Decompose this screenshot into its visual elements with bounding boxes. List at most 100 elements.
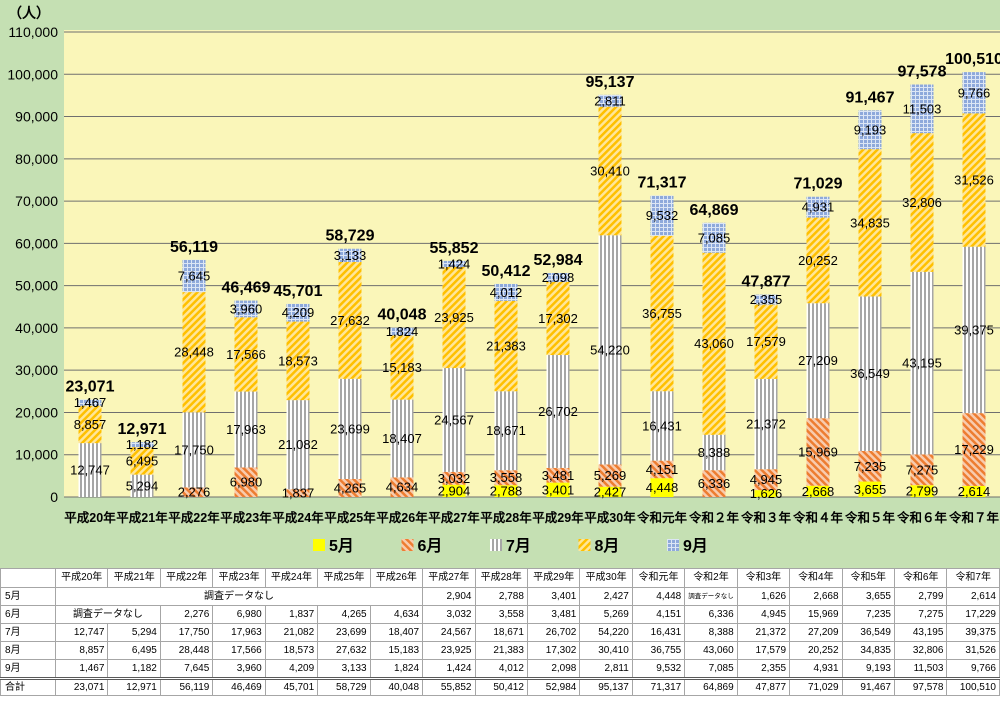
column-header: 令和7年 [946, 568, 1000, 588]
table-cell: 2,355 [736, 659, 791, 679]
table-cell: 64,869 [684, 677, 738, 696]
table-row: 8月 8,857 6,495 28,448 17,566 18,573 27,632 15,1… [0, 641, 1000, 660]
bar-segment-september [910, 84, 934, 134]
table-row: 7月 12,747 5,294 17,750 17,963 21,082 23,699 18,… [0, 623, 1000, 642]
table-cell: 43,195 [893, 623, 948, 642]
bar-segment-july [494, 391, 518, 471]
bar-segment-september [182, 259, 206, 293]
plot-area [64, 30, 1000, 497]
table-cell: 15,969 [789, 605, 843, 624]
no-data-note: 調査データなし [684, 587, 738, 606]
data-label-july: 17,750 [174, 442, 214, 457]
table-cell: 9,532 [631, 659, 686, 679]
table-cell: 4,634 [369, 605, 424, 624]
table-cell: 27,632 [317, 641, 371, 660]
bar-segment-august [702, 252, 726, 435]
no-data-note: 調査データなし [54, 587, 424, 606]
table-cell: 4,012 [474, 659, 528, 679]
x-tick-label: 令和７年 [948, 510, 1000, 525]
table-cell: 3,655 [841, 587, 896, 606]
y-tick-label: 40,000 [15, 320, 58, 336]
table-cell: 7,275 [893, 605, 948, 624]
data-label-may: 2,788 [490, 484, 523, 499]
bar-segment-august [182, 292, 206, 413]
table-cell: 8,857 [54, 641, 109, 660]
data-label-july: 23,699 [330, 421, 370, 436]
column-header: 平成29年 [526, 568, 581, 588]
table-cell: 56,119 [159, 677, 214, 696]
data-label-july: 8,388 [698, 445, 731, 460]
table-cell: 17,579 [736, 641, 791, 660]
total-label: 97,578 [898, 64, 947, 81]
table-cell: 3,133 [317, 659, 371, 679]
bar-segment-august [650, 235, 674, 392]
table-cell: 50,412 [474, 677, 528, 696]
table-cell: 2,811 [579, 659, 633, 679]
column-header: 平成30年 [579, 568, 633, 588]
table-cell: 6,336 [684, 605, 738, 624]
bar-segment-august [286, 321, 310, 401]
total-label: 56,119 [170, 239, 218, 256]
data-label-may: 2,799 [906, 484, 939, 499]
table-cell: 34,835 [841, 641, 896, 660]
bar-segment-june [234, 467, 258, 497]
bar-segment-july [962, 246, 986, 414]
bar-stack [650, 195, 674, 497]
bar-stack [338, 248, 362, 497]
table-head: 平成20年 平成21年 平成22年 平成23年 平成24年 平成25年 平成26年 平成27年… [0, 568, 1000, 588]
data-label-august: 8,857 [74, 417, 107, 432]
data-label-july: 18,671 [486, 423, 526, 438]
total-label: 100,510 [945, 51, 1000, 68]
column-header: 平成28年 [474, 568, 528, 588]
data-label-may: 3,401 [542, 482, 575, 497]
data-label-august: 28,448 [174, 345, 214, 360]
y-axis-unit-label: （人） [8, 5, 50, 21]
legend-label: 7月 [506, 537, 531, 555]
data-label-june: 4,945 [750, 472, 783, 487]
data-label-september: 2,811 [594, 93, 626, 108]
bar-segment-may [858, 481, 882, 497]
table-cell: 45,701 [264, 677, 319, 696]
bar-segment-may [598, 486, 622, 497]
data-label-september: 4,012 [490, 285, 523, 300]
table-cell: 32,806 [893, 641, 948, 660]
table-cell: 55,852 [422, 677, 476, 696]
data-label-june: 3,032 [438, 471, 471, 486]
x-tick-label: 平成28年 [480, 510, 532, 525]
y-tick-label: 0 [50, 489, 58, 505]
table-cell: 4,265 [317, 605, 371, 624]
table-row: 9月 1,467 1,182 7,645 3,960 4,209 3,133 1,824 1,4… [0, 659, 1000, 679]
data-label-june: 17,229 [954, 442, 994, 457]
bar-stack [130, 442, 154, 497]
bar-segment-august [806, 217, 830, 304]
table-cell: 1,824 [369, 659, 424, 679]
bar-segment-september [754, 294, 778, 305]
x-tick-label: 平成22年 [168, 510, 220, 525]
data-label-september: 7,085 [698, 230, 731, 245]
row-label: 6月 [0, 605, 56, 624]
data-label-august: 21,383 [486, 339, 526, 354]
total-label: 71,029 [794, 176, 843, 193]
table-corner [0, 568, 56, 588]
x-tick-label: 平成29年 [532, 510, 584, 525]
bar-segment-may [494, 485, 518, 497]
bar-segment-september [390, 327, 414, 336]
table-cell: 3,960 [212, 659, 266, 679]
bar-stack [806, 196, 830, 497]
table-cell: 15,183 [369, 641, 424, 660]
bar-stack [494, 283, 518, 497]
bar-segment-august [78, 405, 102, 444]
table-body: 5月 調査データなし 2,904 2,788 3,401 2,427 4,448 調査データな… [0, 587, 1000, 696]
bar-segment-july [858, 296, 882, 451]
table-row: 5月 調査データなし 2,904 2,788 3,401 2,427 4,448 調査データな… [0, 587, 1000, 606]
table-cell: 3,401 [526, 587, 581, 606]
table-cell: 21,082 [264, 623, 319, 642]
bar-segment-august [234, 317, 258, 392]
row-label: 7月 [0, 623, 56, 642]
table-cell: 36,549 [841, 623, 896, 642]
table-cell: 2,668 [789, 587, 843, 606]
legend-item-july: 7月 [490, 537, 531, 555]
bar-stack [858, 110, 882, 497]
x-tick-label: 平成21年 [116, 510, 168, 525]
